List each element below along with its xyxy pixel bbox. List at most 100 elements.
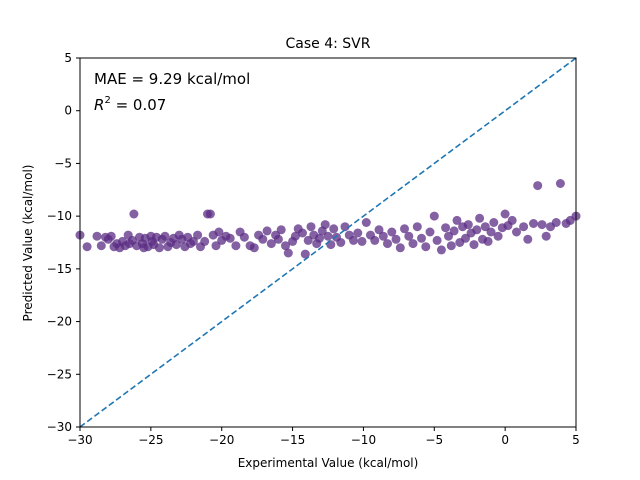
- data-point: [489, 218, 499, 227]
- x-tick-label: 5: [572, 433, 580, 447]
- data-point: [541, 231, 551, 241]
- data-point: [429, 211, 439, 221]
- data-point: [461, 233, 470, 243]
- data-point: [452, 215, 462, 225]
- data-point: [500, 209, 510, 219]
- x-tick-label: −30: [67, 433, 92, 447]
- data-point: [533, 181, 543, 191]
- data-point: [486, 227, 496, 237]
- data-point: [374, 225, 384, 235]
- data-point: [493, 231, 503, 241]
- data-point: [357, 236, 367, 246]
- r2-symbol: R: [94, 96, 104, 114]
- data-point: [262, 226, 272, 236]
- data-point: [353, 228, 363, 238]
- data-point: [421, 242, 431, 252]
- data-point: [425, 227, 435, 237]
- data-point: [436, 245, 446, 255]
- y-tick-label: −20: [47, 315, 72, 329]
- data-point: [507, 215, 517, 225]
- data-point: [523, 234, 533, 244]
- data-point: [412, 222, 422, 232]
- data-point: [432, 235, 442, 245]
- data-point: [444, 231, 453, 241]
- data-point: [529, 219, 538, 228]
- y-axis-ticks: −30 −25 −20 −15 −10 −5 0 5: [47, 51, 80, 434]
- data-points: [75, 179, 581, 259]
- data-point: [400, 224, 409, 234]
- data-point: [266, 239, 276, 249]
- y-tick-label: 0: [64, 104, 72, 118]
- data-point: [404, 231, 414, 241]
- x-tick-label: −10: [351, 433, 376, 447]
- r2-exponent: 2: [104, 95, 110, 106]
- data-point: [340, 222, 350, 232]
- data-point: [483, 236, 493, 246]
- data-point: [519, 222, 529, 232]
- data-point: [315, 233, 324, 243]
- data-point: [370, 235, 380, 245]
- data-point: [329, 224, 339, 234]
- data-point: [298, 228, 307, 238]
- data-point: [417, 233, 426, 243]
- data-point: [551, 218, 561, 227]
- r2-annotation: R2 = 0.07: [94, 95, 166, 114]
- data-point: [129, 209, 139, 219]
- data-point: [326, 240, 336, 250]
- data-point: [82, 242, 92, 252]
- data-point: [205, 209, 215, 219]
- data-point: [349, 235, 358, 245]
- data-point: [273, 234, 283, 244]
- data-point: [154, 243, 164, 253]
- reference-line-group: [79, 57, 577, 428]
- data-point: [214, 227, 224, 237]
- x-tick-label: −20: [209, 433, 234, 447]
- data-point: [555, 179, 565, 188]
- data-point: [391, 234, 401, 244]
- data-point: [193, 230, 203, 240]
- data-point: [200, 236, 210, 246]
- x-tick-label: 0: [501, 433, 509, 447]
- data-point: [441, 223, 451, 233]
- data-point: [239, 232, 249, 242]
- data-point: [225, 233, 235, 243]
- y-tick-label: 5: [64, 51, 72, 65]
- data-point: [249, 243, 259, 253]
- data-point: [306, 222, 316, 232]
- data-point: [480, 222, 490, 232]
- x-tick-label: −15: [280, 433, 305, 447]
- x-tick-label: −5: [425, 433, 443, 447]
- data-point: [320, 220, 330, 230]
- data-point: [231, 241, 241, 251]
- y-tick-label: −25: [47, 367, 72, 381]
- reference-line: [79, 57, 577, 428]
- data-point: [512, 227, 521, 237]
- data-point: [258, 234, 268, 244]
- x-axis-ticks: −30 −25 −20 −15 −10 −5 0 5: [67, 427, 580, 447]
- y-tick-label: −5: [54, 156, 72, 170]
- data-point: [378, 231, 388, 241]
- data-point: [283, 248, 293, 258]
- data-point: [463, 220, 473, 230]
- data-point: [211, 241, 221, 251]
- data-point: [300, 249, 310, 259]
- data-point: [395, 243, 405, 253]
- data-point: [449, 226, 459, 236]
- chart-title: Case 4: SVR: [286, 36, 371, 52]
- y-tick-label: −30: [47, 420, 72, 434]
- y-axis-label: Predicted Value (kcal/mol): [21, 165, 35, 322]
- data-point: [290, 231, 300, 241]
- data-point: [96, 241, 106, 251]
- data-point: [361, 218, 371, 227]
- data-point: [472, 225, 482, 235]
- y-tick-label: −15: [47, 262, 72, 276]
- data-point: [323, 231, 333, 241]
- data-point: [446, 241, 456, 251]
- data-point: [281, 241, 290, 251]
- data-point: [408, 239, 418, 249]
- data-point: [276, 225, 286, 235]
- data-point: [336, 238, 346, 247]
- data-point: [475, 213, 485, 223]
- plot-frame: [79, 57, 577, 428]
